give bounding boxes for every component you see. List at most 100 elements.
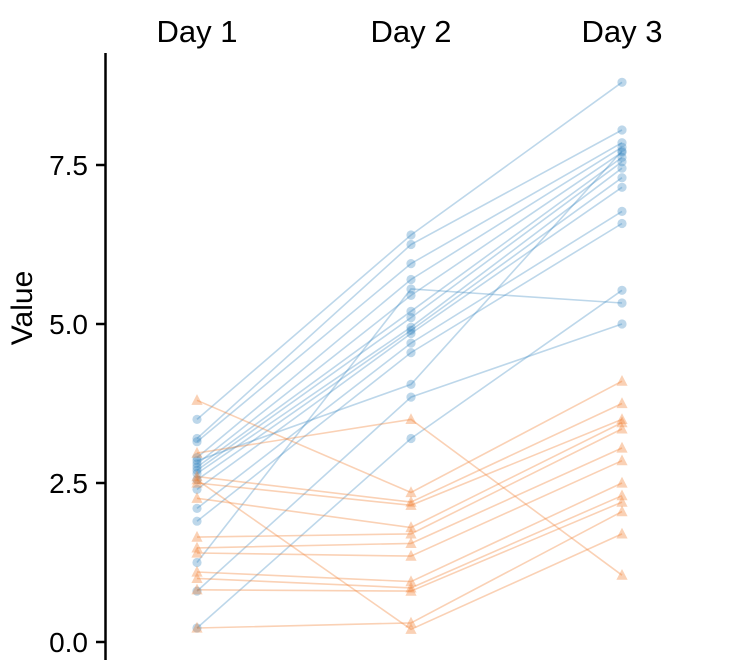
data-point-circle — [192, 437, 202, 447]
data-point-triangle — [191, 446, 203, 458]
y-axis-title: Value — [6, 271, 39, 346]
data-point-circle — [192, 453, 202, 463]
trajectory-line-orange_group — [196, 501, 623, 592]
data-point-triangle — [405, 527, 417, 539]
data-point-triangle — [616, 375, 628, 386]
data-point-circle — [617, 182, 627, 192]
trajectory-line-orange_group — [196, 418, 623, 576]
data-point-circle — [192, 414, 202, 424]
data-point-triangle — [191, 572, 203, 583]
trajectory-line-orange_group — [196, 402, 623, 503]
trajectory-line-orange_group — [196, 482, 623, 583]
y-axis: 0.0 2.5 5.0 7.5 Value — [6, 53, 107, 660]
trajectory-line-blue_group — [196, 288, 623, 563]
y-axis-tick-label: 7.5 — [49, 150, 88, 181]
data-point-circle — [406, 348, 416, 358]
data-point-triangle — [405, 537, 417, 548]
data-point-circle — [617, 319, 627, 329]
data-point-circle — [617, 146, 627, 156]
trajectory-lines-layer — [196, 81, 623, 631]
data-point-triangle — [405, 499, 417, 510]
data-point-triangle — [191, 470, 203, 482]
trajectory-line-orange_group — [196, 447, 623, 549]
trajectory-line-blue_group — [196, 142, 623, 443]
data-point-circle — [192, 484, 202, 494]
data-point-circle — [617, 285, 627, 295]
x-axis-category-label: Day 1 — [157, 14, 238, 49]
data-point-circle — [406, 433, 416, 444]
data-point-triangle — [405, 486, 417, 498]
data-point-triangle — [405, 413, 417, 424]
data-point-circle — [617, 138, 627, 148]
x-axis-category-label: Day 3 — [582, 14, 663, 49]
data-point-circle — [192, 468, 202, 479]
data-point-circle — [406, 338, 416, 348]
data-point-circle — [406, 392, 416, 402]
data-point-circle — [617, 157, 627, 167]
data-point-circle — [406, 284, 416, 294]
data-point-circle — [406, 328, 416, 339]
data-point-triangle — [616, 489, 628, 501]
data-point-circle — [192, 456, 202, 466]
data-point-circle — [406, 259, 416, 269]
trajectory-line-blue_group — [196, 167, 623, 475]
trajectory-line-blue_group — [196, 81, 623, 421]
trajectory-line-blue_group — [196, 289, 623, 629]
data-point-circle — [617, 77, 627, 87]
data-point-circle — [406, 306, 416, 316]
data-point-circle — [192, 465, 202, 475]
x-axis-category-label: Day 2 — [371, 14, 452, 49]
data-point-triangle — [405, 521, 417, 533]
trajectory-line-blue_group — [196, 151, 623, 465]
data-point-triangle — [405, 616, 417, 628]
data-point-triangle — [616, 422, 628, 434]
data-point-triangle — [405, 549, 417, 561]
data-point-triangle — [616, 441, 628, 453]
data-point-circle — [617, 163, 627, 173]
data-point-triangle — [616, 416, 628, 428]
trajectory-line-blue_group — [196, 323, 623, 592]
data-point-circle — [192, 475, 202, 485]
trajectory-line-orange_group — [196, 428, 623, 538]
data-point-circle — [617, 173, 627, 183]
data-point-triangle — [191, 583, 203, 595]
data-point-circle — [192, 459, 202, 469]
data-point-triangle — [616, 569, 628, 580]
data-point-triangle — [191, 394, 203, 405]
y-axis-tick-label: 2.5 — [49, 468, 88, 499]
x-axis-top-labels: Day 1 Day 2 Day 3 — [157, 14, 663, 49]
trajectory-line-blue_group — [196, 161, 623, 471]
data-point-circle — [406, 379, 416, 389]
trajectory-line-blue_group — [196, 186, 623, 491]
data-point-circle — [406, 239, 416, 250]
data-point-circle — [617, 206, 627, 216]
data-point-circle — [192, 462, 202, 472]
data-point-triangle — [616, 413, 628, 424]
trajectory-line-orange_group — [196, 380, 623, 494]
trajectory-line-orange_group — [196, 421, 623, 529]
data-point-circle — [192, 503, 202, 513]
data-point-triangle — [405, 623, 417, 634]
data-point-circle — [406, 230, 416, 240]
data-point-circle — [406, 313, 416, 323]
trajectory-line-orange_group — [196, 418, 623, 507]
data-point-circle — [617, 142, 627, 152]
data-point-circle — [617, 125, 627, 135]
data-point-triangle — [616, 397, 628, 409]
data-point-triangle — [191, 492, 203, 503]
data-point-circle — [406, 274, 416, 285]
trajectory-line-orange_group — [196, 459, 623, 557]
data-point-triangle — [191, 621, 203, 633]
data-point-triangle — [191, 476, 203, 488]
data-point-triangle — [405, 495, 417, 507]
trajectory-line-blue_group — [196, 129, 623, 440]
trajectory-line-blue_group — [196, 177, 623, 481]
data-point-circle — [406, 322, 416, 332]
trajectory-line-orange_group — [196, 479, 623, 631]
data-point-circle — [617, 147, 627, 157]
data-point-triangle — [616, 527, 628, 539]
trajectory-line-blue_group — [196, 146, 623, 459]
y-axis-ticks: 0.0 2.5 5.0 7.5 — [49, 150, 105, 658]
data-point-triangle — [191, 530, 203, 542]
